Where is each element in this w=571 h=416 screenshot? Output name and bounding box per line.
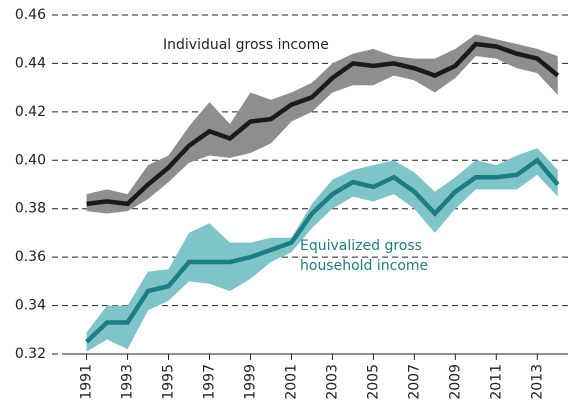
y-tick-label: 0.36 — [15, 249, 46, 265]
series-label: Equivalized gross — [300, 238, 422, 254]
confidence-band — [86, 34, 558, 214]
x-tick-label: 2003 — [324, 364, 340, 400]
y-tick-label: 0.38 — [15, 201, 46, 217]
series-line — [86, 41, 560, 207]
x-tick-label: 1995 — [161, 364, 177, 400]
y-tick-label: 0.42 — [15, 104, 46, 120]
x-tick-label: 2007 — [406, 364, 422, 400]
x-tick-label: 2009 — [447, 364, 463, 400]
x-tick-label: 2011 — [488, 364, 504, 400]
y-tick-label: 0.46 — [15, 7, 46, 23]
y-tick-label: 0.32 — [15, 346, 46, 362]
confidence-band — [86, 148, 558, 352]
series-line — [85, 157, 560, 344]
series-label: Individual gross income — [163, 37, 329, 53]
x-tick-label: 1991 — [79, 364, 95, 400]
x-tick-label: 2013 — [529, 364, 545, 400]
x-tick-label: 1997 — [201, 364, 217, 400]
y-tick-label: 0.44 — [15, 55, 46, 71]
x-tick-label: 1999 — [242, 364, 258, 400]
y-tick-label: 0.34 — [15, 298, 46, 314]
y-tick-label: 0.40 — [15, 152, 46, 168]
x-tick-label: 2005 — [365, 364, 381, 400]
x-tick-label: 2001 — [283, 364, 299, 400]
series-label: household income — [300, 258, 428, 274]
x-tick-label: 1993 — [120, 364, 136, 400]
